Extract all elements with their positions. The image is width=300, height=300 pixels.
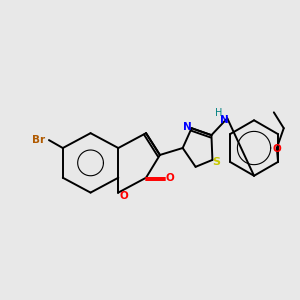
Text: H: H xyxy=(215,108,222,118)
Text: N: N xyxy=(183,122,192,132)
Text: O: O xyxy=(120,190,129,201)
Text: O: O xyxy=(165,173,174,183)
Text: Br: Br xyxy=(32,135,46,145)
Text: O: O xyxy=(272,144,281,154)
Text: N: N xyxy=(220,115,229,125)
Text: S: S xyxy=(212,157,220,167)
